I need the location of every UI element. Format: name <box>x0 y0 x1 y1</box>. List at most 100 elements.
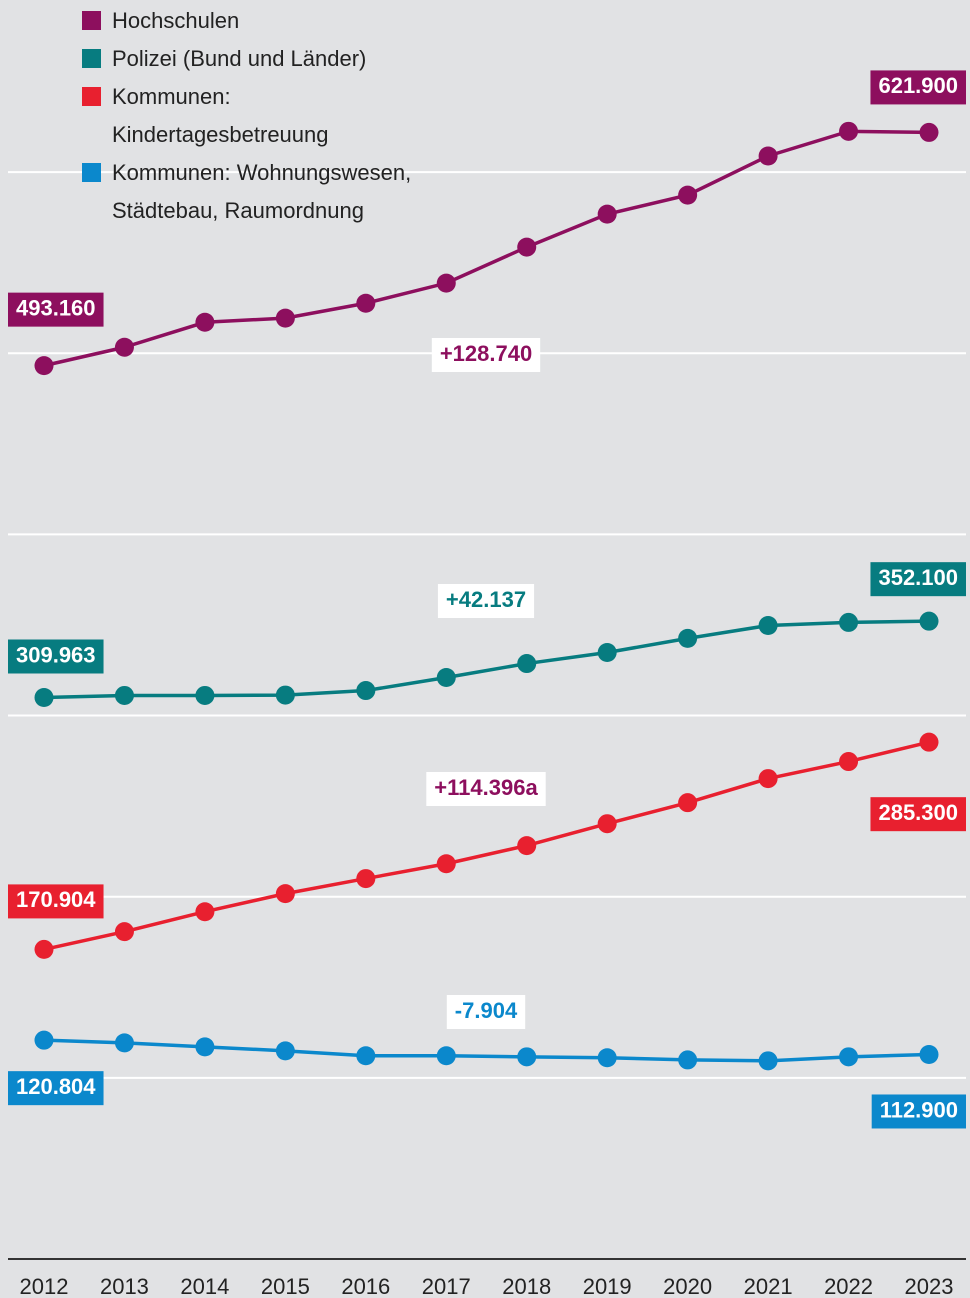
legend-swatch <box>82 11 101 30</box>
annotation-box <box>426 772 546 806</box>
value-label-box <box>8 884 104 919</box>
series-line <box>43 619 930 700</box>
annotation-text: -7.904 <box>455 998 518 1023</box>
data-point <box>517 836 537 856</box>
data-point <box>839 752 859 772</box>
value-label-text: 120.804 <box>16 1074 96 1099</box>
value-label: 309.963 <box>8 639 104 674</box>
x-tick-label: 2019 <box>583 1274 632 1298</box>
legend-label: Kommunen: Wohnungswesen, Städtebau, Raum… <box>112 160 412 223</box>
value-label-text: 170.904 <box>16 887 96 912</box>
data-point <box>275 884 295 904</box>
data-point <box>758 769 778 789</box>
value-label-box <box>871 1094 966 1129</box>
data-point <box>34 687 54 707</box>
value-label-text: 493.160 <box>16 295 96 320</box>
value-label-box <box>8 639 104 674</box>
legend-item: Hochschulen <box>82 2 442 40</box>
data-point <box>919 732 939 752</box>
x-tick-label: 2022 <box>824 1274 873 1298</box>
data-point <box>678 628 698 648</box>
data-point <box>356 1046 376 1066</box>
value-label-box <box>870 70 966 105</box>
data-point <box>436 273 456 293</box>
data-point <box>758 1051 778 1071</box>
legend-label: Hochschulen <box>112 8 240 33</box>
value-label: 493.160 <box>8 292 104 327</box>
annotation: -7.904 <box>446 995 526 1029</box>
x-tick-label: 2012 <box>20 1274 69 1298</box>
data-point <box>678 1050 698 1070</box>
legend: Hochschulen Polizei (Bund und Länder) Komm… <box>82 2 442 230</box>
x-tick-label: 2020 <box>663 1274 712 1298</box>
value-label: 112.900 <box>871 1094 966 1129</box>
data-point <box>678 793 698 813</box>
data-point <box>436 668 456 688</box>
data-point <box>597 643 617 663</box>
series-line <box>43 1038 930 1063</box>
data-point <box>275 685 295 705</box>
data-point <box>34 939 54 959</box>
data-point <box>839 1047 859 1067</box>
series-line <box>43 129 930 368</box>
data-point <box>34 1030 54 1050</box>
data-point <box>195 1037 215 1057</box>
data-point <box>34 356 54 376</box>
data-point <box>195 312 215 332</box>
x-tick-label: 2021 <box>744 1274 793 1298</box>
data-point <box>597 204 617 224</box>
legend-label: Polizei (Bund und Länder) <box>112 46 367 71</box>
value-label-box <box>8 1071 104 1106</box>
x-tick-label: 2015 <box>261 1274 310 1298</box>
data-point <box>517 1047 537 1067</box>
annotation-box <box>446 995 526 1029</box>
annotation: +128.740 <box>431 338 541 372</box>
value-label: 120.804 <box>8 1071 104 1106</box>
legend-item: Kommunen: Kindertagesbetreuung <box>82 78 442 154</box>
data-point <box>114 922 134 942</box>
value-label-box <box>8 292 104 327</box>
value-label-box <box>870 797 966 832</box>
value-label: 285.300 <box>870 797 966 832</box>
data-point <box>919 122 939 142</box>
annotation-box <box>437 584 535 618</box>
legend-swatch <box>82 163 101 182</box>
x-tick-label: 2013 <box>100 1274 149 1298</box>
data-point <box>839 121 859 141</box>
data-point <box>597 814 617 834</box>
legend-label: Kommunen: Kindertagesbetreuung <box>112 84 329 147</box>
value-label-text: 309.963 <box>16 642 96 667</box>
x-tick-label: 2014 <box>180 1274 229 1298</box>
data-point <box>275 308 295 328</box>
x-tick-label: 2023 <box>905 1274 954 1298</box>
data-point <box>597 1048 617 1068</box>
data-point <box>114 1033 134 1053</box>
legend-item: Kommunen: Wohnungswesen, Städtebau, Raum… <box>82 154 442 230</box>
data-point <box>195 685 215 705</box>
data-point <box>436 854 456 874</box>
data-point <box>356 681 376 701</box>
data-point <box>517 654 537 674</box>
value-label-text: 621.900 <box>878 73 958 98</box>
data-point <box>758 616 778 636</box>
legend-item: Polizei (Bund und Länder) <box>82 40 442 78</box>
annotation: +42.137 <box>437 584 535 618</box>
annotation-text: +42.137 <box>446 587 526 612</box>
data-point <box>356 293 376 313</box>
legend-swatch <box>82 87 101 106</box>
annotation-text: +114.396a <box>434 775 538 800</box>
data-point <box>678 185 698 205</box>
value-label-box <box>870 562 966 597</box>
value-label: 621.900 <box>870 70 966 105</box>
data-point <box>517 237 537 257</box>
value-label: 352.100 <box>870 562 966 597</box>
annotation-text: +128.740 <box>440 341 532 366</box>
legend-swatch <box>82 49 101 68</box>
data-point <box>839 612 859 632</box>
data-point <box>919 611 939 631</box>
x-tick-label: 2018 <box>502 1274 551 1298</box>
annotation-box <box>431 338 541 372</box>
x-tick-label: 2016 <box>341 1274 390 1298</box>
